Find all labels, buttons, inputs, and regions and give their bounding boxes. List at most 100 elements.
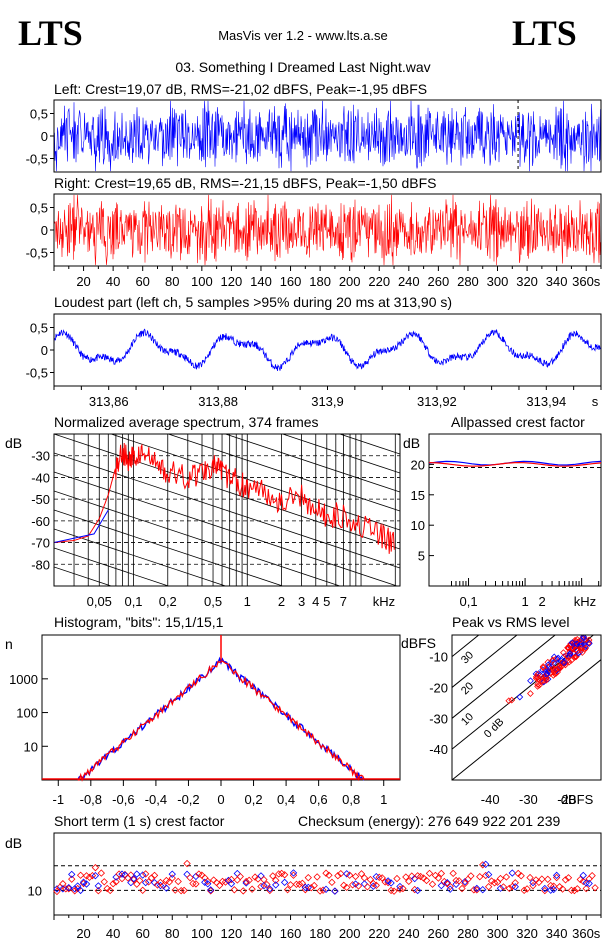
peak-rms-title: Peak vs RMS level (452, 614, 569, 630)
crest-point (141, 878, 150, 887)
histogram-left-curve (77, 656, 365, 781)
crest-ytick-label: 15 (411, 488, 425, 503)
spectrum-right-curve (54, 442, 395, 554)
crest-point (53, 887, 61, 896)
slope-line (167, 434, 400, 512)
crest-point (186, 873, 194, 882)
peak-rms-point (583, 635, 591, 636)
slope-line (281, 434, 400, 474)
crest-point (257, 882, 265, 891)
crest-point (393, 874, 401, 883)
crest-point (529, 878, 537, 887)
crest-point (496, 874, 505, 883)
crest-point (204, 877, 212, 886)
short-crest-xtick-label: 280 (457, 926, 479, 941)
peak-rms-point (564, 657, 572, 665)
crest-point (322, 885, 330, 894)
crest-point (461, 879, 469, 888)
histogram-xtick-label: -0,2 (177, 792, 199, 807)
left-waveform (53, 100, 601, 172)
crest-point (345, 871, 354, 879)
crest-point (94, 887, 103, 895)
crest-title: Allpassed crest factor (451, 414, 585, 430)
diagonal-line (452, 659, 601, 780)
crest-point (437, 881, 446, 890)
spectrum-xtick-label: 0,5 (204, 594, 222, 609)
crest-point (319, 886, 327, 894)
crest-point (227, 880, 236, 888)
crest-point (245, 876, 253, 884)
crest-point (215, 881, 224, 890)
peak-rms-point (527, 677, 534, 685)
peak-rms-point (577, 644, 585, 652)
crest-point (106, 886, 114, 895)
peak-rms-point (508, 696, 516, 704)
crest-point (130, 875, 138, 884)
crest-point (165, 878, 173, 886)
crest-point (168, 870, 176, 878)
crest-point (307, 884, 315, 892)
crest-point (343, 883, 351, 892)
crest-frame (428, 433, 602, 587)
spectrum-ytick-label: -60 (31, 514, 50, 529)
x-tick-label: 80 (165, 274, 179, 289)
crest-point (414, 886, 422, 895)
short-crest-xtick-label: 360s (572, 926, 601, 941)
crest-point (239, 887, 247, 895)
crest-point (91, 863, 100, 872)
crest-point (351, 872, 360, 881)
crest-right-line (428, 461, 602, 467)
crest-point (263, 880, 271, 889)
crest-point (366, 875, 375, 884)
spectrum-left-curve (54, 509, 109, 544)
crest-ytick-label: 20 (411, 457, 425, 472)
short-crest-xtick-label: 100 (191, 926, 213, 941)
histogram-right-curve (77, 660, 365, 782)
slope-line (54, 490, 342, 586)
peak-rms-ylabel: dBFS (401, 635, 436, 651)
slope-line (54, 547, 170, 586)
crest-point (552, 871, 561, 880)
crest-point (82, 880, 91, 888)
crest-point (295, 880, 304, 888)
slope-line (338, 434, 400, 455)
x-tick-label: 240 (398, 274, 420, 289)
crest-point (100, 878, 108, 886)
short-crest-xtick-label: 260 (428, 926, 450, 941)
spectrum-xtick-label: 4 (312, 594, 319, 609)
crest-point (298, 879, 307, 887)
crest-point (372, 881, 380, 889)
peak-rms-point (534, 682, 541, 690)
crest-point (360, 880, 369, 888)
crest-point (482, 871, 490, 880)
crest-point (396, 882, 404, 891)
spectrum-xtick-label: 0,2 (159, 594, 177, 609)
crest-point (204, 880, 212, 888)
spectrum-ytick-label: -40 (31, 470, 50, 485)
spectrum-xtick-label: kHz (373, 594, 395, 609)
crest-point (251, 873, 259, 881)
loudest-xtick-label: 313,92 (417, 394, 457, 409)
spectrum-xtick-label: 2 (278, 594, 285, 609)
short-crest-xtick-label: 340 (546, 926, 568, 941)
crest-point (428, 880, 437, 888)
histogram-ytick-label: 100 (16, 706, 38, 721)
crest-point (233, 876, 241, 884)
short-crest-xtick-label: 140 (250, 926, 272, 941)
crest-point (207, 886, 215, 894)
crest-point (484, 883, 493, 891)
crest-point (473, 886, 481, 894)
histogram-xtick-label: 1 (380, 792, 387, 807)
crest-point (331, 887, 339, 895)
crest-point (310, 881, 318, 890)
crest-point (227, 875, 236, 884)
diagonal-line (452, 635, 556, 719)
crest-point (280, 878, 289, 887)
crest-point (133, 870, 141, 878)
loudest-ytick-label: -0,5 (26, 366, 48, 381)
spectrum-ytick-label: -70 (31, 536, 50, 551)
crest-point (585, 879, 593, 888)
crest-point (103, 884, 111, 893)
peak-rms-point (565, 644, 573, 652)
